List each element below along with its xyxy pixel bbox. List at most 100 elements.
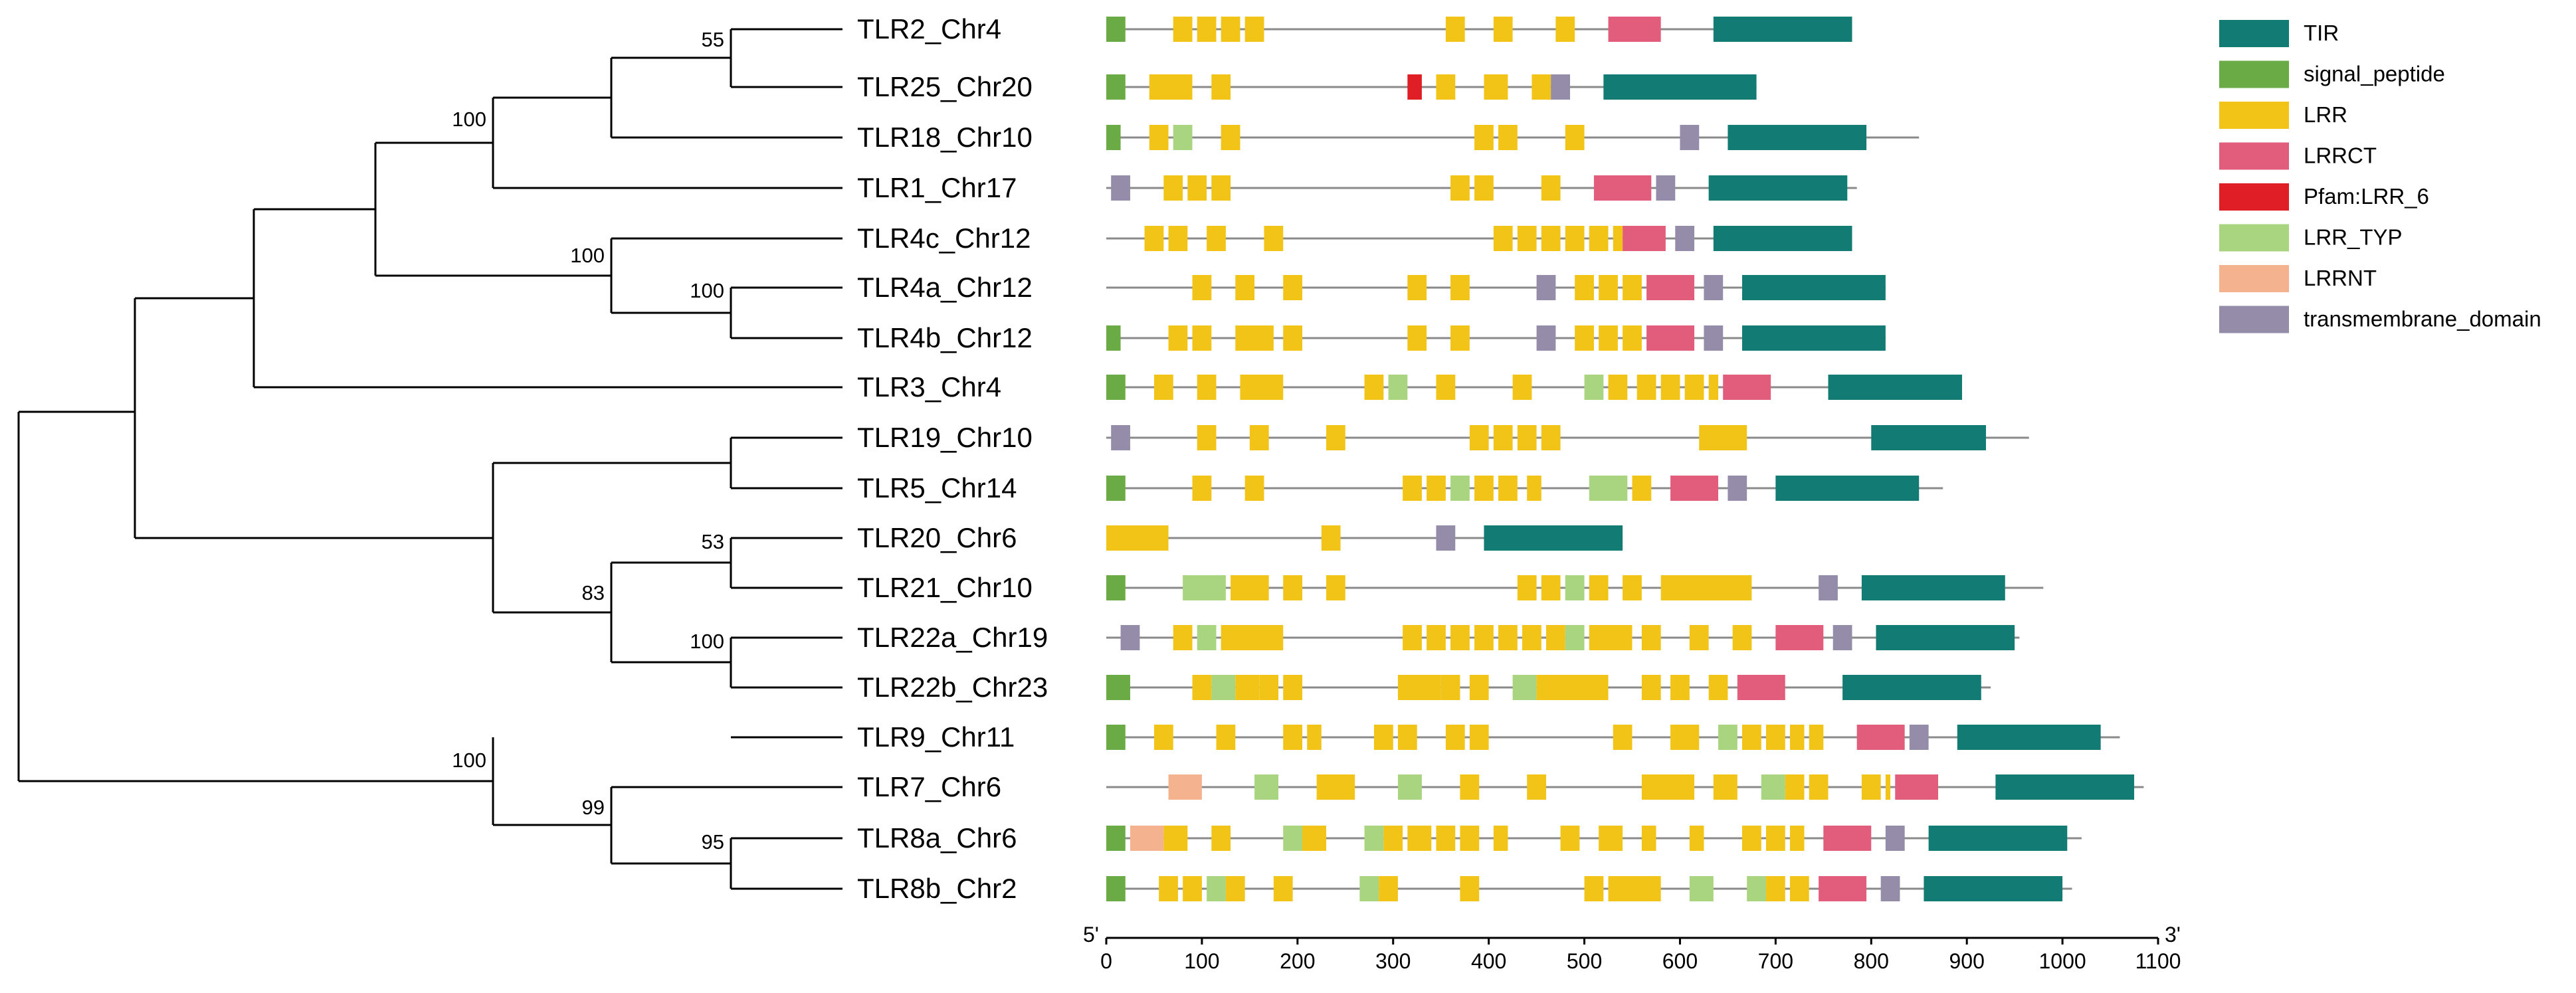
- domain-lrr: [1789, 725, 1805, 750]
- domain-tir: [1728, 125, 1867, 150]
- tree-node: [493, 787, 613, 863]
- tree-node: [493, 563, 613, 662]
- bootstrap-label: 100: [690, 279, 724, 302]
- domain-lrr: [1397, 675, 1441, 700]
- domain-lrrct: [1646, 325, 1695, 351]
- gene-track: [1106, 774, 2144, 800]
- domain-tir: [1603, 74, 1757, 100]
- gene-label: TLR19_Chr10: [857, 422, 1033, 453]
- domain-lrr: [1163, 175, 1183, 201]
- domain-lrr: [1536, 675, 1609, 700]
- domain-lrrct: [1819, 876, 1867, 901]
- domain-lrr: [1765, 826, 1785, 851]
- domain-signal-peptide: [1106, 826, 1126, 851]
- domain-lrr-typ: [1183, 575, 1226, 600]
- domain-lrr: [1560, 826, 1580, 851]
- domain-tir: [1861, 575, 2005, 600]
- gene-track: [1106, 17, 1852, 42]
- domain-lrr: [1809, 774, 1829, 800]
- domain-lrr: [1623, 275, 1642, 300]
- legend-label: Pfam:LRR_6: [2304, 184, 2429, 209]
- domain-lrr: [1192, 325, 1212, 351]
- domain-lrr: [1708, 375, 1719, 400]
- gene-track: [1106, 476, 1943, 501]
- domain-lrr: [1575, 275, 1594, 300]
- domain-lrr: [1283, 725, 1303, 750]
- phylogenetic-tree: [17, 28, 842, 890]
- domain-lrr: [1589, 625, 1633, 650]
- domain-tir: [1928, 826, 2068, 851]
- domain-pfam-lrr-6: [1407, 74, 1422, 100]
- gene-track: [1106, 175, 1857, 201]
- gene-label: TLR9_Chr11: [857, 721, 1015, 753]
- domain-lrr-typ: [1388, 375, 1408, 400]
- domain-lrr: [1307, 725, 1322, 750]
- domain-lrr: [1283, 325, 1303, 351]
- domain-lrr-typ: [1397, 774, 1422, 800]
- domain-signal-peptide: [1106, 125, 1121, 150]
- legend-label: LRR: [2304, 102, 2347, 127]
- tree-node: [611, 838, 732, 889]
- domain-lrr: [1187, 175, 1207, 201]
- tree-node: [493, 58, 613, 137]
- domain-transmembrane-domain: [1909, 725, 1929, 750]
- domain-lrr: [1211, 175, 1231, 201]
- domain-lrr: [1264, 226, 1284, 251]
- gene-track: [1106, 826, 2082, 851]
- domain-lrr: [1565, 226, 1585, 251]
- domain-lrr-typ: [1364, 826, 1384, 851]
- domain-transmembrane-domain: [1436, 525, 1456, 551]
- domain-lrr: [1493, 826, 1508, 851]
- domain-lrr: [1623, 325, 1642, 351]
- tree-node: [135, 209, 255, 387]
- domain-transmembrane-domain: [1680, 125, 1700, 150]
- gene-track: [1106, 74, 1757, 100]
- domain-lrr: [1541, 175, 1561, 201]
- domain-lrr-typ: [1589, 476, 1628, 501]
- domain-lrr: [1159, 876, 1178, 901]
- axis-tick-label: 500: [1567, 949, 1602, 973]
- domain-lrr: [1427, 476, 1446, 501]
- gene-label: TLR22b_Chr23: [857, 672, 1048, 703]
- domain-lrr: [1436, 826, 1456, 851]
- domain-lrr: [1221, 125, 1240, 150]
- domain-lrr: [1660, 575, 1752, 600]
- domain-lrr: [1493, 226, 1513, 251]
- domain-lrr: [1555, 17, 1575, 42]
- domain-lrr: [1440, 675, 1460, 700]
- domain-lrr-typ: [1283, 826, 1303, 851]
- domain-lrrct: [1608, 17, 1661, 42]
- domain-lrr: [1469, 675, 1489, 700]
- domain-lrr: [1732, 625, 1752, 650]
- axis-3prime-label: 3': [2165, 923, 2181, 947]
- domain-lrr: [1326, 425, 1345, 450]
- domain-lrrct: [1737, 675, 1785, 700]
- domain-transmembrane-domain: [1111, 425, 1130, 450]
- domain-lrr: [1517, 226, 1537, 251]
- domain-lrr: [1231, 575, 1269, 600]
- bootstrap-label: 100: [570, 244, 605, 267]
- domain-transmembrane-domain: [1833, 625, 1852, 650]
- domain-transmembrane-domain: [1885, 826, 1905, 851]
- domain-tir: [1828, 375, 1962, 400]
- legend-swatch: [2219, 265, 2289, 292]
- domain-lrr: [1541, 575, 1561, 600]
- bootstrap-label: 100: [690, 630, 724, 653]
- domain-lrrnt: [1168, 774, 1202, 800]
- domain-lrr-typ: [1689, 876, 1714, 901]
- domain-lrrct: [1670, 476, 1719, 501]
- domain-lrr: [1613, 226, 1623, 251]
- domain-lrr: [1221, 625, 1284, 650]
- domain-lrr: [1445, 17, 1465, 42]
- domain-lrr: [1689, 826, 1704, 851]
- domain-signal-peptide: [1106, 876, 1126, 901]
- domain-lrrct: [1623, 226, 1666, 251]
- legend-swatch: [2219, 224, 2289, 252]
- domain-lrr-typ: [1584, 375, 1604, 400]
- domain-lrr: [1641, 774, 1695, 800]
- domain-transmembrane-domain: [1536, 325, 1556, 351]
- bootstrap-label: 99: [582, 796, 605, 819]
- domain-lrr: [1183, 876, 1202, 901]
- domain-signal-peptide: [1106, 375, 1126, 400]
